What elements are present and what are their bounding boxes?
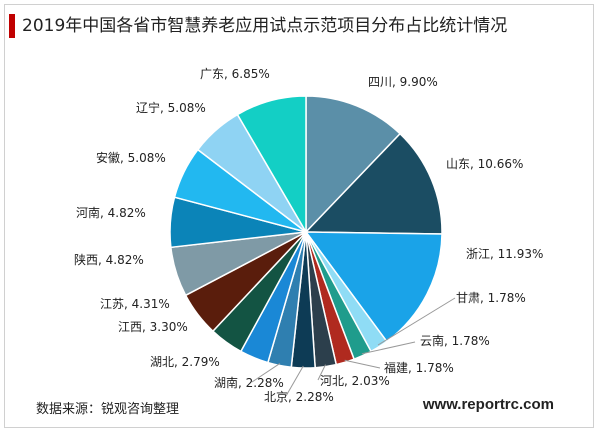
leader-line-5	[361, 341, 416, 355]
slice-label-16: 辽宁, 5.08%	[136, 100, 206, 115]
slice-label-4: 甘肃, 1.78%	[456, 291, 526, 305]
title-accent-bar	[9, 14, 15, 38]
slice-label-13: 陕西, 4.82%	[74, 252, 144, 267]
pie-slice-2	[304, 132, 443, 235]
pie-slices	[169, 95, 443, 369]
pie-slice-17	[236, 95, 307, 235]
slice-label-8: 北京, 2.28%	[264, 390, 334, 404]
slice-label-7: 河北, 2.03%	[320, 374, 390, 388]
website-url: www.reportrc.com	[422, 396, 554, 413]
slice-label-12: 江苏, 4.31%	[100, 297, 170, 311]
slice-label-6: 福建, 1.78%	[384, 360, 454, 375]
slice-label-11: 江西, 3.30%	[118, 320, 188, 334]
slice-label-3: 浙江, 11.93%	[466, 247, 543, 261]
leader-line-4	[377, 297, 456, 346]
leader-line-6	[344, 359, 381, 369]
slice-label-2: 山东, 10.66%	[446, 157, 523, 171]
chart-title: 2019年中国各省市智慧养老应用试点示范项目分布占比统计情况	[22, 16, 508, 36]
pie-slice-3	[304, 231, 443, 343]
leader-line-7	[317, 364, 326, 381]
slice-label-5: 云南, 1.78%	[420, 333, 490, 348]
slice-label-15: 安徽, 5.08%	[96, 150, 166, 165]
leader-line-9	[251, 362, 281, 383]
slice-label-9: 湖南, 2.28%	[214, 375, 284, 390]
leader-line-8	[285, 365, 304, 397]
slice-label-10: 湖北, 2.79%	[150, 354, 220, 369]
leader-lines	[251, 297, 456, 397]
slice-label-14: 河南, 4.82%	[76, 205, 146, 220]
pie-slice-1	[305, 95, 402, 234]
slice-label-17: 广东, 6.85%	[200, 67, 270, 81]
slice-labels: 四川, 9.90% 山东, 10.66% 浙江, 11.93% 甘肃, 1.78% 云南…	[74, 67, 543, 404]
slice-label-1: 四川, 9.90%	[368, 75, 438, 89]
data-source-note: 数据来源：锐观咨询整理	[36, 402, 180, 417]
